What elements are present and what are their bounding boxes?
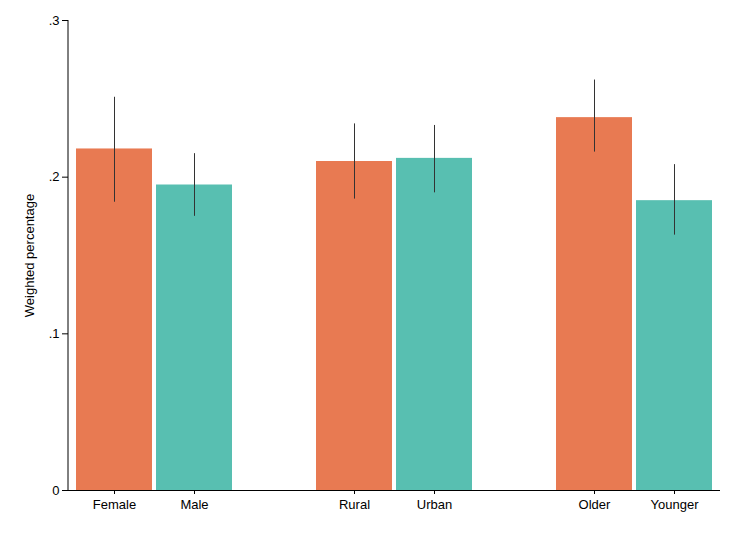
svg-text:Younger: Younger [651,497,700,512]
svg-text:Male: Male [180,497,208,512]
svg-text:.3: .3 [49,13,60,28]
svg-text:Urban: Urban [417,497,452,512]
svg-text:Weighted percentage: Weighted percentage [22,194,37,317]
svg-text:.1: .1 [49,326,60,341]
svg-text:0: 0 [52,483,59,498]
svg-text:Rural: Rural [339,497,370,512]
svg-text:.2: .2 [49,169,60,184]
svg-text:Female: Female [93,497,136,512]
svg-text:Older: Older [579,497,611,512]
